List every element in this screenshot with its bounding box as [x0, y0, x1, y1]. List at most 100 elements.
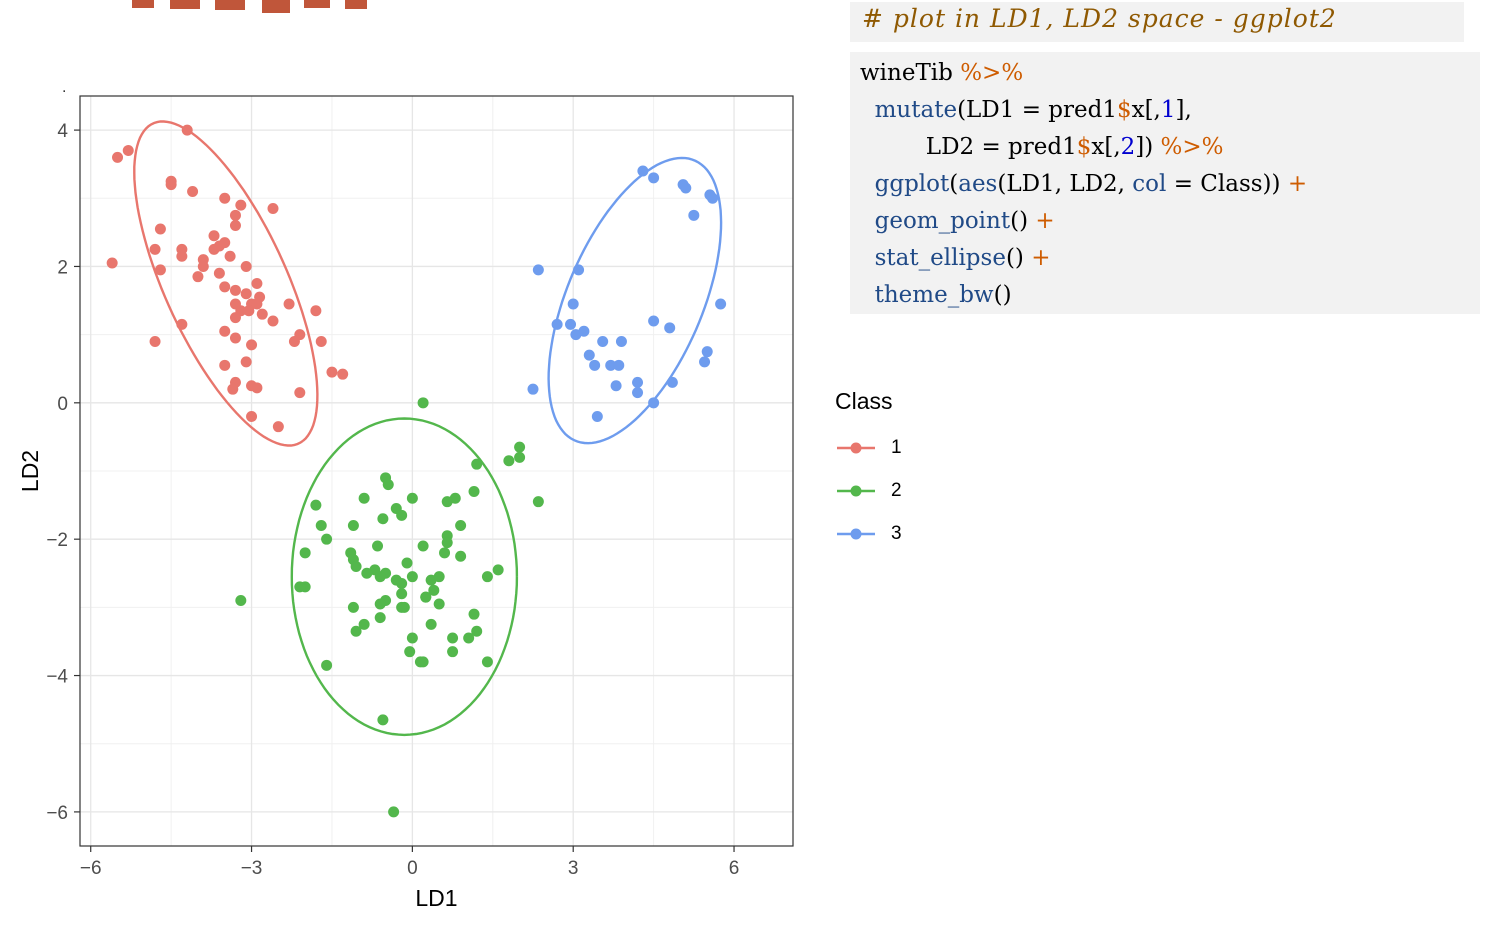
code-line: wineTib %>% — [860, 60, 1023, 86]
code-token: x[, — [1091, 134, 1121, 160]
code-line: stat_ellipse() + — [860, 245, 1051, 271]
point-class-2 — [374, 571, 386, 583]
point-class-1 — [229, 332, 241, 344]
point-class-2 — [455, 550, 467, 562]
point-class-2 — [492, 564, 504, 576]
point-class-3 — [605, 359, 617, 371]
x-axis: −6 −3 0 3 6 — [80, 846, 739, 879]
point-class-1 — [122, 145, 134, 157]
point-class-1 — [283, 298, 295, 310]
point-class-2 — [406, 571, 418, 583]
code-line: theme_bw() — [860, 282, 1012, 308]
point-class-1 — [240, 260, 252, 272]
point-class-2 — [471, 458, 483, 470]
point-class-1 — [176, 250, 188, 262]
code-token: x[, — [1131, 97, 1161, 123]
code-token: %>% — [1160, 134, 1224, 160]
point-class-3 — [551, 318, 563, 330]
point-class-2 — [503, 455, 515, 467]
point-class-2 — [396, 601, 408, 613]
point-class-1 — [106, 257, 118, 269]
point-class-2 — [396, 578, 408, 589]
point-class-2 — [471, 625, 483, 637]
point-class-3 — [567, 298, 579, 310]
point-class-2 — [417, 540, 429, 552]
ellipse-class-3 — [547, 156, 723, 445]
legend-key-icon — [837, 528, 875, 540]
code-token: ]) — [1135, 134, 1161, 160]
point-class-3 — [573, 264, 585, 276]
point-class-1 — [224, 250, 236, 262]
point-class-3 — [664, 322, 676, 334]
point-class-2 — [514, 441, 526, 453]
code-token — [860, 97, 875, 123]
confidence-ellipses — [133, 120, 723, 737]
y-tick-label: −2 — [46, 530, 68, 551]
code-line: mutate(LD1 = pred1$x[,1], — [860, 97, 1192, 123]
point-class-2 — [374, 598, 386, 610]
point-class-3 — [680, 182, 692, 194]
point-class-3 — [591, 410, 603, 422]
point-class-3 — [707, 192, 719, 204]
grid-minor — [80, 96, 793, 846]
point-class-2 — [406, 632, 418, 644]
code-token: () — [1010, 208, 1036, 234]
point-class-2 — [425, 618, 437, 630]
point-class-2 — [481, 571, 493, 583]
axis-corner-dot: . — [62, 79, 66, 96]
point-class-2 — [404, 646, 416, 658]
code-token: () — [993, 282, 1012, 308]
point-class-3 — [715, 298, 727, 310]
point-class-2 — [377, 714, 389, 726]
point-class-3 — [648, 315, 660, 327]
point-class-1 — [246, 410, 258, 422]
point-class-3 — [589, 359, 601, 371]
point-class-3 — [610, 380, 622, 392]
point-class-1 — [315, 335, 327, 347]
point-class-2 — [401, 557, 413, 569]
legend-title: Class — [835, 388, 893, 414]
point-class-1 — [229, 209, 241, 221]
point-class-2 — [382, 479, 394, 491]
point-class-2 — [361, 567, 373, 579]
point-class-1 — [229, 220, 241, 232]
code-token: geom_point — [874, 208, 1011, 234]
point-class-1 — [251, 382, 263, 394]
point-class-1 — [246, 339, 258, 351]
point-class-1 — [251, 278, 263, 289]
point-class-1 — [240, 288, 252, 300]
point-class-1 — [227, 383, 239, 395]
legend-key-icon — [837, 442, 875, 454]
code-token: mutate — [874, 97, 958, 123]
point-class-3 — [613, 359, 625, 371]
code-token — [860, 208, 875, 234]
point-class-1 — [197, 260, 209, 272]
point-class-1 — [219, 192, 231, 204]
point-class-2 — [441, 537, 453, 549]
point-class-3 — [666, 376, 678, 388]
point-class-3 — [632, 387, 644, 399]
title-fragment-glyphs — [132, 0, 367, 13]
point-class-2 — [347, 601, 359, 613]
point-class-1 — [181, 124, 193, 136]
point-class-1 — [149, 335, 161, 347]
point-class-3 — [637, 165, 649, 177]
point-class-3 — [527, 383, 539, 395]
lda-scatter-chart: −6 −3 0 3 6 −6 −4 −2 0 2 4 LD1 LD2 . — [17, 79, 794, 911]
point-class-1 — [176, 318, 188, 330]
point-class-3 — [648, 172, 660, 184]
point-class-2 — [406, 492, 418, 504]
point-class-1 — [267, 315, 279, 327]
point-class-3 — [570, 329, 582, 341]
code-token: theme_bw — [874, 282, 994, 308]
point-class-1 — [213, 267, 225, 279]
point-class-2 — [455, 520, 467, 532]
point-class-1 — [208, 230, 220, 242]
legend-label: 2 — [891, 480, 902, 501]
point-class-2 — [310, 499, 322, 511]
code-token: $ — [1076, 134, 1092, 160]
legend-key-icon — [837, 485, 875, 497]
code-token: aes — [958, 171, 998, 197]
legend-item-2: 2 — [835, 477, 955, 507]
legend-item-3: 3 — [835, 520, 955, 550]
